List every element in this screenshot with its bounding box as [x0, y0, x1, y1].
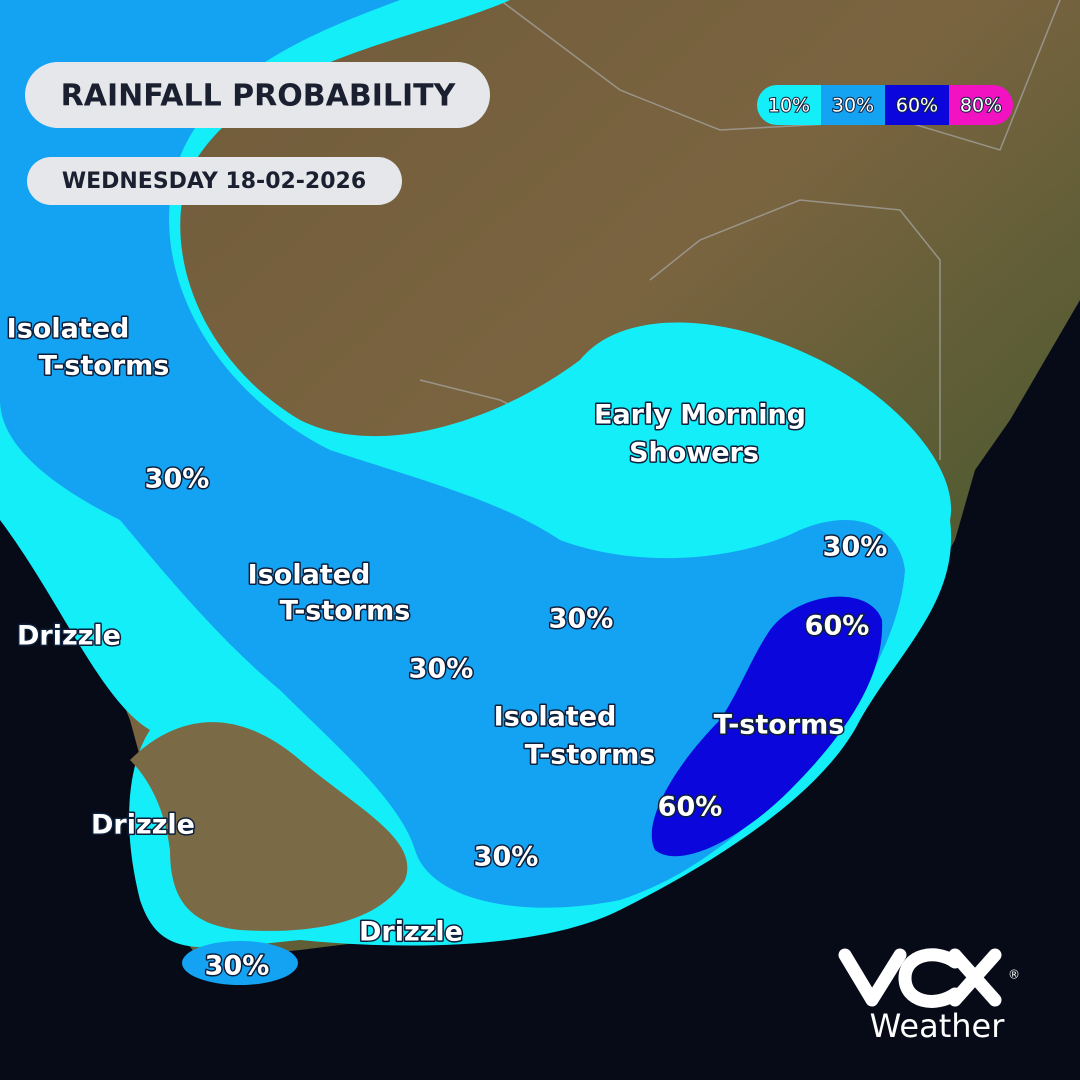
- legend-label: 30%: [832, 95, 874, 117]
- logo-text: Weather: [870, 1007, 1006, 1045]
- logo-v: [838, 948, 907, 1007]
- legend-label: 80%: [960, 95, 1002, 117]
- map-label: Early Morning: [594, 400, 806, 431]
- map-label: 30%: [409, 654, 474, 685]
- map-label: 30%: [474, 842, 539, 873]
- legend-label: 60%: [896, 95, 938, 117]
- map-label: T-storms: [280, 596, 411, 627]
- logo-o: [898, 948, 962, 1008]
- map-label: 30%: [145, 464, 210, 495]
- legend-swatch: [885, 85, 949, 125]
- legend-label: 10%: [768, 95, 810, 117]
- map-label: Drizzle: [359, 917, 463, 948]
- map-label: Isolated: [494, 702, 617, 733]
- legend-swatch: [821, 85, 885, 125]
- land-inner: [130, 722, 408, 931]
- map-label: Drizzle: [17, 621, 121, 652]
- legend-swatch: [949, 85, 1013, 125]
- date-pill: [27, 157, 402, 205]
- title: RAINFALL PROBABILITY: [61, 79, 457, 114]
- legend-swatch: [757, 85, 821, 125]
- logo-registered: ®: [1008, 968, 1020, 982]
- map-label: T-storms: [525, 740, 656, 771]
- logo: [838, 948, 1002, 1008]
- map-label: T-storms: [39, 351, 170, 382]
- map-label: 30%: [549, 604, 614, 635]
- map-label: 30%: [823, 532, 888, 563]
- map-label: 60%: [805, 611, 870, 642]
- map-label: Isolated: [248, 560, 371, 591]
- date: WEDNESDAY 18-02-2026: [62, 169, 366, 194]
- map-label: 60%: [658, 792, 723, 823]
- zone-60: [651, 596, 883, 857]
- map-label: Showers: [629, 438, 759, 469]
- map-label: Drizzle: [91, 810, 195, 841]
- logo-x: [948, 948, 1002, 1007]
- map-label: 30%: [205, 951, 270, 982]
- title-pill: [25, 62, 490, 128]
- map-label: T-storms: [714, 710, 845, 741]
- map-label: Isolated: [7, 314, 130, 345]
- zone-30-cape: [182, 941, 298, 985]
- zone-30: [0, 0, 905, 908]
